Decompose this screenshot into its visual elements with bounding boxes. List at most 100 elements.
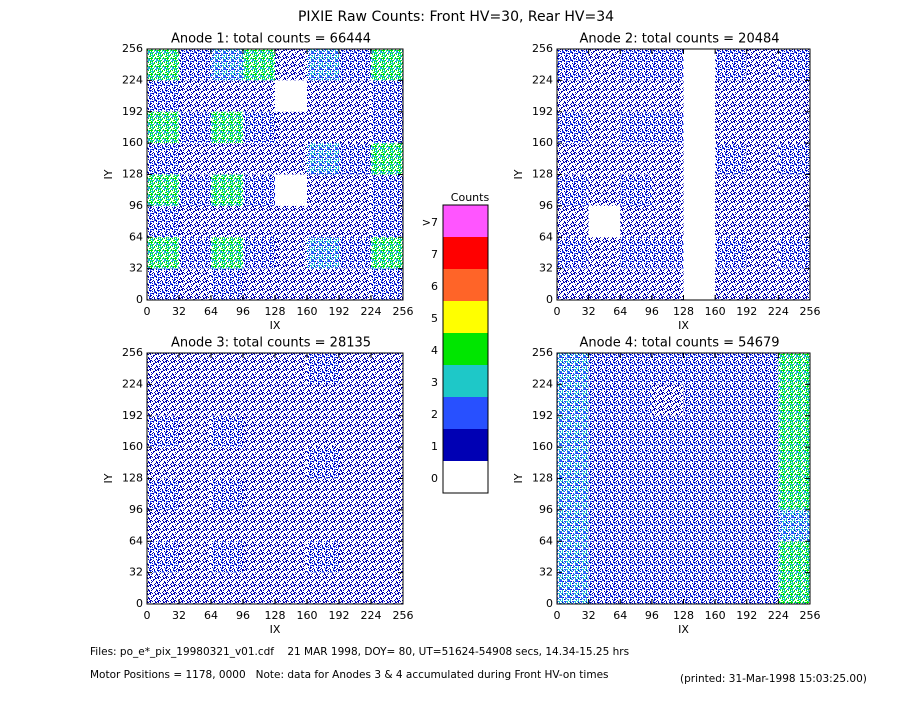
- heatmap-cell: [307, 447, 339, 479]
- y-tick-label: 256: [532, 346, 553, 359]
- heatmap-cell: [715, 541, 747, 573]
- heatmap-cell: [557, 509, 589, 542]
- heatmap-cell: [588, 49, 621, 81]
- heatmap-cell: [620, 80, 652, 112]
- x-tick-label: 32: [172, 305, 186, 318]
- heatmap-cell: [778, 447, 810, 479]
- heatmap-cell: [179, 237, 211, 269]
- heatmap-cell: [371, 111, 403, 144]
- heatmap-cell: [275, 205, 307, 238]
- heatmap-cell: [307, 49, 339, 81]
- heatmap-cell: [746, 268, 779, 300]
- y-tick-label: 96: [129, 503, 143, 516]
- heatmap-cell: [651, 237, 684, 269]
- heatmap-cell: [683, 415, 716, 448]
- heatmap-cell: [620, 111, 652, 144]
- heatmap-cell: [746, 384, 779, 416]
- heatmap-cell: [211, 541, 243, 573]
- heatmap-cell: [179, 541, 211, 573]
- colorbar-label: 3: [431, 376, 438, 389]
- heatmap-cell: [211, 509, 243, 542]
- y-tick-label: 256: [122, 42, 143, 55]
- heatmap-cell: [275, 509, 307, 542]
- y-tick-label: 128: [122, 168, 143, 181]
- heatmap-cell: [683, 509, 716, 542]
- y-tick-label: 160: [532, 136, 553, 149]
- x-tick-label: 32: [582, 609, 596, 622]
- heatmap-cell: [683, 268, 716, 300]
- heatmap-cell: [620, 572, 652, 604]
- heatmap-cell: [371, 80, 403, 112]
- heatmap-cell: [746, 205, 779, 238]
- heatmap-cell: [778, 509, 810, 542]
- heatmap-cell: [651, 205, 684, 238]
- x-tick-label: 128: [265, 305, 286, 318]
- y-tick-label: 192: [122, 409, 143, 422]
- heatmap-cell: [620, 415, 652, 448]
- y-tick-label: 0: [546, 293, 553, 306]
- heatmap-cell: [683, 541, 716, 573]
- y-tick-label: 160: [122, 136, 143, 149]
- x-tick-label: 32: [172, 609, 186, 622]
- x-tick-label: 224: [361, 305, 382, 318]
- heatmap-cell: [211, 415, 243, 448]
- heatmap-cell: [307, 384, 339, 416]
- heatmap-cell: [179, 268, 211, 300]
- heatmap-cell: [179, 111, 211, 144]
- heatmap-cell: [371, 268, 403, 300]
- heatmap-cell: [746, 111, 779, 144]
- colorbar-swatch: [443, 365, 488, 397]
- heatmap-cell: [371, 174, 403, 206]
- panel-title: Anode 3: total counts = 28135: [171, 336, 371, 351]
- heatmap-cell: [715, 572, 747, 604]
- heatmap-cell: [651, 384, 684, 416]
- heatmap-cell: [557, 447, 589, 479]
- heatmap-cell: [620, 143, 652, 175]
- heatmap-cell: [778, 384, 810, 416]
- heatmap-cell: [715, 509, 747, 542]
- heatmap-cell: [243, 268, 275, 300]
- heatmap-cell: [620, 509, 652, 542]
- heatmap-cell: [275, 572, 307, 604]
- y-axis-label: IY: [102, 473, 115, 483]
- heatmap-cell: [588, 268, 621, 300]
- heatmap-cell: [588, 205, 621, 238]
- heatmap-cell: [307, 353, 339, 385]
- x-tick-label: 96: [645, 305, 659, 318]
- x-tick-label: 0: [554, 609, 561, 622]
- heatmap-cell: [243, 447, 275, 479]
- heatmap-cell: [243, 80, 275, 112]
- heatmap-cell: [371, 541, 403, 573]
- heatmap-cell: [746, 174, 779, 206]
- heatmap-cell: [588, 237, 621, 269]
- heatmap-cell: [179, 384, 211, 416]
- heatmap-cell: [557, 205, 589, 238]
- heatmap-cell: [651, 572, 684, 604]
- heatmap-cell: [307, 80, 339, 112]
- panel-title: Anode 4: total counts = 54679: [579, 336, 779, 351]
- footer-note: (printed: 31-Mar-1998 15:03:25.00): [680, 673, 867, 685]
- heatmap-cell: [179, 143, 211, 175]
- heatmap-cell: [243, 353, 275, 385]
- heatmap-cell: [683, 384, 716, 416]
- heatmap-cell: [746, 541, 779, 573]
- heatmap-cell: [683, 353, 716, 385]
- heatmap-cell: [211, 268, 243, 300]
- heatmap-cell: [683, 174, 716, 206]
- heatmap-cell: [243, 415, 275, 448]
- heatmap-cell: [179, 49, 211, 81]
- heatmap-cell: [746, 80, 779, 112]
- x-axis-label: IX: [678, 623, 689, 636]
- heatmap-cell: [179, 478, 211, 510]
- x-tick-label: 128: [673, 305, 694, 318]
- heatmap-cell: [715, 49, 747, 81]
- y-tick-label: 256: [532, 42, 553, 55]
- colorbar-label: 6: [431, 280, 438, 293]
- heatmap-cell: [243, 143, 275, 175]
- heatmap-cell: [715, 174, 747, 206]
- colorbar-label: 2: [431, 408, 438, 421]
- heatmap-cell: [339, 268, 371, 300]
- colorbar-label: 1: [431, 440, 438, 453]
- heatmap-cell: [715, 143, 747, 175]
- y-tick-label: 224: [532, 377, 553, 390]
